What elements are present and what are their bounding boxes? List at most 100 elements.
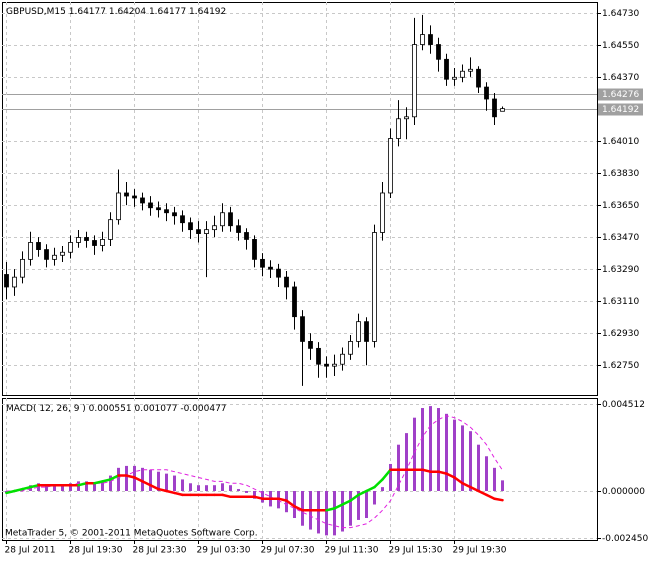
- colored-line-segment: [365, 485, 376, 493]
- candle-body: [412, 44, 417, 118]
- candle-body: [92, 240, 97, 246]
- candle-body: [332, 363, 337, 367]
- histogram-bar: [341, 490, 344, 532]
- marks: [4, 14, 505, 536]
- candle-body: [76, 237, 81, 243]
- candle-body: [428, 34, 433, 45]
- histogram-bar: [45, 485, 48, 491]
- grid: [2, 2, 597, 540]
- x-tick-label: 29 Jul 11:30: [325, 546, 379, 556]
- histogram-bar: [205, 485, 208, 491]
- candle-body: [84, 237, 89, 241]
- colored-line-segment: [421, 468, 432, 473]
- candle-body: [484, 86, 489, 100]
- candle-body: [196, 229, 201, 234]
- x-tick-label: 29 Jul 03:30: [197, 546, 251, 556]
- candle-body: [356, 321, 361, 342]
- histogram-bar: [325, 490, 328, 536]
- histogram-bar: [149, 469, 152, 491]
- candle-body: [244, 232, 249, 240]
- macd-panel: [2, 398, 598, 541]
- histogram-bar: [445, 413, 448, 491]
- colored-line-segment: [493, 497, 504, 502]
- histogram-bar: [293, 490, 296, 519]
- candle-body: [164, 209, 169, 214]
- histogram-bar: [109, 475, 112, 491]
- y-tick-label: 1.63110: [602, 297, 639, 307]
- candle-body: [348, 341, 353, 355]
- x-tick-label: 28 Jul 2011: [5, 546, 56, 556]
- colored-line-segment: [325, 507, 336, 512]
- histogram-bar: [477, 444, 480, 491]
- histogram-bar: [405, 433, 408, 491]
- histogram-bar: [157, 471, 160, 491]
- y-tick-label: 1.64550: [602, 41, 639, 51]
- candle-body: [148, 202, 153, 209]
- y-tick-label: 0.004512: [602, 400, 645, 410]
- y-tick-label: 1.64010: [602, 137, 639, 147]
- colored-line-segment: [477, 489, 488, 497]
- colored-line-segment: [373, 478, 384, 489]
- colored-line-segment: [133, 476, 144, 483]
- histogram-bar: [173, 475, 176, 491]
- colored-line-segment: [165, 489, 176, 495]
- candle-body: [324, 363, 329, 367]
- histogram-bar: [165, 473, 168, 491]
- price-header: GBPUSD,M15 1.64177 1.64204 1.64177 1.641…: [6, 7, 226, 17]
- y-tick-label: -0.002450: [602, 534, 648, 544]
- colored-line-segment: [141, 480, 152, 487]
- candle-body: [404, 116, 409, 120]
- x-tick-label: 28 Jul 19:30: [69, 546, 123, 556]
- signal-value: 0.001077: [135, 404, 178, 414]
- histogram-bar: [117, 467, 120, 491]
- histogram-bar: [437, 408, 440, 491]
- candle-body: [452, 76, 457, 80]
- high: 1.64204: [109, 7, 146, 17]
- histogram-bar: [197, 485, 200, 491]
- ask-label-box: [598, 88, 643, 101]
- colored-line-segment: [437, 470, 448, 475]
- histogram-bar: [253, 490, 256, 499]
- macd-title: MACD( 12, 26, 9 ): [6, 404, 86, 414]
- colored-line-segment: [13, 487, 24, 493]
- histogram-bar: [381, 487, 384, 491]
- y-tick-label: 1.64370: [602, 73, 639, 83]
- candle-body: [28, 242, 33, 260]
- colored-line-segment: [93, 480, 104, 485]
- candle-body: [316, 347, 321, 365]
- y-tick-label: 1.63830: [602, 169, 639, 179]
- candle-body: [500, 108, 505, 112]
- histogram-bar: [301, 490, 304, 526]
- colored-line-segment: [253, 495, 264, 500]
- candle-body: [60, 251, 65, 256]
- colored-line-segment: [101, 478, 112, 483]
- candle-body: [4, 274, 9, 288]
- y-tick-label: 1.63470: [602, 233, 639, 243]
- colored-line-segment: [5, 489, 16, 495]
- candle-body: [492, 98, 497, 118]
- histogram-bar: [493, 467, 496, 491]
- candle-body: [268, 266, 273, 270]
- histogram-bar: [141, 467, 144, 491]
- candle-body: [220, 212, 225, 227]
- histogram-bar: [213, 485, 216, 491]
- histogram-bar: [389, 463, 392, 491]
- candle-body: [340, 353, 345, 365]
- colored-line-segment: [453, 476, 464, 485]
- candle-body: [132, 195, 137, 199]
- colored-line-segment: [157, 487, 168, 493]
- candle-body: [420, 34, 425, 45]
- colored-line-segment: [221, 493, 232, 499]
- candle-body: [292, 286, 297, 318]
- candle-body: [252, 239, 257, 260]
- histogram-bar: [429, 406, 432, 491]
- colored-line-segment: [125, 474, 136, 479]
- candle-body: [44, 249, 49, 260]
- colored-line-segment: [109, 474, 120, 481]
- macd-value: 0.000551: [89, 404, 132, 414]
- signal-line: [6, 415, 503, 529]
- histogram-bar: [413, 417, 416, 491]
- histogram-bar: [453, 419, 456, 491]
- y-tick-label: 1.64730: [602, 9, 639, 19]
- candle-body: [156, 207, 161, 211]
